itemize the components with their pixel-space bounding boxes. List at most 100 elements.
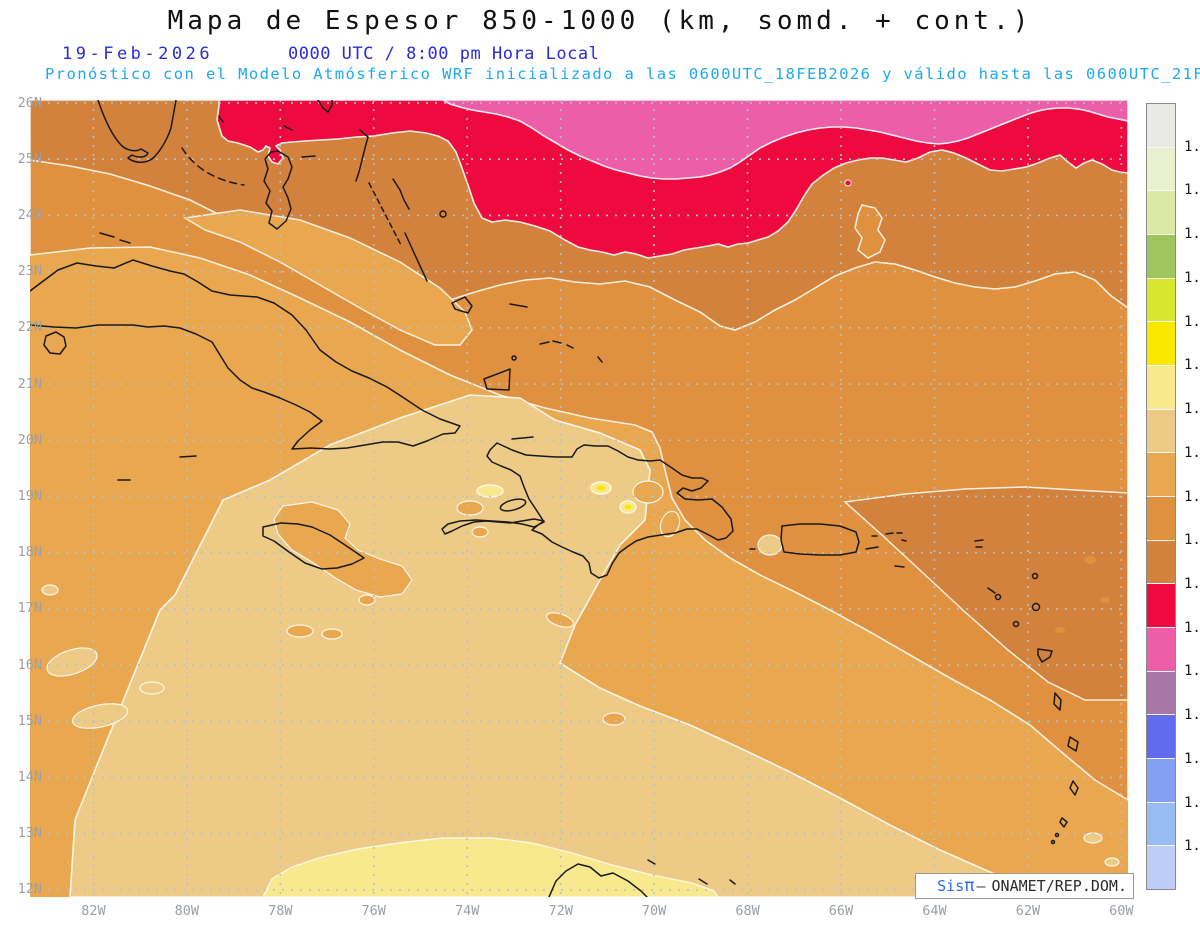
coast-puerto-rico <box>780 523 860 556</box>
lat-axis-label: 12N <box>17 881 42 898</box>
lat-axis-label: 15N <box>17 712 42 729</box>
colorbar-segment <box>1147 277 1175 322</box>
colorbar-segment <box>1147 714 1175 759</box>
lon-axis-label: 80W <box>174 903 200 919</box>
lon-axis-label: 60W <box>1109 903 1134 919</box>
pi-icon: π <box>964 876 975 896</box>
lon-axis-label: 66W <box>828 903 854 919</box>
red-spot <box>844 179 852 187</box>
coast-crooked-acklins <box>451 296 473 314</box>
colorbar-level-label: 1.41 <box>1184 401 1200 418</box>
band-1374-138 <box>439 99 1129 180</box>
lat-axis-label: 16N <box>17 656 42 673</box>
colorbar-level-label: 1.362 <box>1184 750 1200 767</box>
coast-dominica <box>1053 692 1062 711</box>
colorbar-level-label: 1.356 <box>1184 794 1200 811</box>
colorbar-level-label: 1.446 <box>1184 138 1200 155</box>
coast-abaco <box>317 99 333 113</box>
grid-lines <box>30 100 1128 897</box>
coast-andros <box>263 150 293 230</box>
coast-stlucia <box>1069 780 1079 796</box>
lon-axis-label: 68W <box>735 903 760 919</box>
colorbar-segment <box>1147 627 1175 671</box>
lat-axis-label: 23N <box>17 263 42 280</box>
coast-tortuga <box>511 436 534 440</box>
map-canvas <box>29 99 1129 898</box>
tan-spots <box>41 534 1120 890</box>
pocket-se-bahamas <box>854 204 886 259</box>
coast-florida <box>97 99 177 163</box>
coast-bimini <box>218 115 293 131</box>
lat-axis-label: 21N <box>17 375 42 392</box>
lat-axis-label: 20N <box>17 431 42 448</box>
coast-barbuda <box>1031 572 1039 580</box>
colorbar-segment <box>1147 670 1175 715</box>
colorbar-segment <box>1147 408 1175 453</box>
time-label: 0000 UTC / 8:00 pm Hora Local <box>288 44 600 64</box>
pocket-bahama-bank <box>182 209 473 346</box>
watermark: Sis π – ONAMET/REP.DOM. <box>915 873 1134 899</box>
colorbar-segment <box>1147 583 1175 628</box>
band-dark-southeast <box>843 486 1129 701</box>
colorbar-segment <box>1147 801 1175 846</box>
coast-stkitts <box>987 587 996 594</box>
coast-turks-caicos <box>539 340 603 363</box>
coast-eleuthera <box>355 129 369 182</box>
coast-cuba <box>29 259 461 450</box>
lat-axis-label: 14N <box>17 769 42 786</box>
coast-aruba-curacao-bonaire <box>647 859 736 885</box>
lon-axis-label: 76W <box>361 903 386 919</box>
coast-martinique <box>1067 736 1079 752</box>
coast-exumas <box>368 182 402 246</box>
colorbar-level-label: 1.38 <box>1184 619 1200 636</box>
coast-san-salvador <box>439 210 447 218</box>
colorbar-segment <box>1147 104 1175 147</box>
lon-axis-label: 78W <box>268 903 293 919</box>
colorbar-level-label: 1.398 <box>1184 488 1200 505</box>
colorbar-level-label: 1.404 <box>1184 444 1200 461</box>
colorbar-segment <box>1147 539 1175 584</box>
lat-axis-label: 26N <box>17 94 42 111</box>
coast-great-inagua <box>483 368 511 391</box>
coast-virgin-islands <box>885 532 907 568</box>
colorbar-segment <box>1147 321 1175 366</box>
coast-vieques <box>749 535 879 550</box>
coast-cay-sal <box>99 232 131 244</box>
coast-mayaguana <box>509 303 528 308</box>
coast-new-providence <box>301 155 316 158</box>
colorbar-level-label: 1.416 <box>1184 357 1200 374</box>
colorbar-segment <box>1147 190 1175 235</box>
coast-guajira <box>548 863 648 898</box>
lon-axis-label: 82W <box>81 903 106 919</box>
lat-axis-label: 19N <box>17 487 42 504</box>
coast-stvincent <box>1059 817 1068 828</box>
coast-guadeloupe <box>1037 648 1053 663</box>
colorbar-segment <box>1147 234 1175 278</box>
lon-axis-label: 70W <box>641 903 667 919</box>
date-label: 19-Feb-2026 <box>62 44 214 64</box>
colorbar-level-label: 1.434 <box>1184 226 1200 243</box>
coast-florida-keys <box>181 147 245 186</box>
colorbar-level-label: 1.428 <box>1184 269 1200 286</box>
coast-nevis <box>994 593 1002 601</box>
colorbar-level-label: 1.44 <box>1184 182 1200 199</box>
lat-axis-label: 13N <box>17 825 42 842</box>
coastlines <box>29 99 1079 898</box>
lat-axis-label: 17N <box>17 600 42 617</box>
coast-grenadines <box>1050 839 1056 845</box>
colorbar-level-label: 1.368 <box>1184 707 1200 724</box>
coast-hispaniola <box>441 442 734 579</box>
colorbar-level-label: 1.35 <box>1184 838 1200 855</box>
lat-axis-label: 18N <box>17 544 42 561</box>
yellow-spots <box>597 485 632 510</box>
map-area <box>29 99 1129 898</box>
colorbar-segment <box>1147 365 1175 409</box>
colorbar <box>1146 103 1176 890</box>
coast-montserrat <box>1012 620 1020 628</box>
coast-gonave <box>499 498 527 512</box>
colorbar-segment <box>1147 845 1175 890</box>
lon-axis-label: 62W <box>1015 903 1041 919</box>
coast-antigua <box>1031 602 1041 612</box>
coast-cat-island <box>392 178 410 210</box>
speckle <box>1084 556 1096 564</box>
